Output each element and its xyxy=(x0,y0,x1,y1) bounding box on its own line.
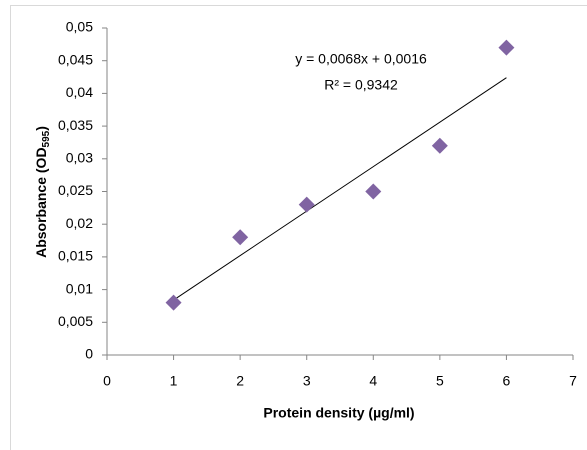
x-tick-label: 5 xyxy=(436,373,444,389)
y-label-subscript: 595 xyxy=(41,130,52,147)
data-point xyxy=(165,294,182,311)
y-tick-label: 0 xyxy=(85,346,93,362)
data-point xyxy=(298,196,315,213)
trendline xyxy=(173,77,507,301)
y-tick-label: 0,015 xyxy=(58,248,93,264)
equation: y = 0,0068x + 0,0016 xyxy=(295,51,427,67)
x-axis-label: Protein density (µg/ml) xyxy=(263,405,414,421)
x-tick-label: 3 xyxy=(303,373,311,389)
y-tick-label: 0,045 xyxy=(58,51,93,67)
y-tick-label: 0,035 xyxy=(58,117,93,133)
chart-border xyxy=(10,5,587,450)
x-tick-label: 4 xyxy=(369,373,377,389)
data-point xyxy=(431,137,448,154)
x-tick-label: 2 xyxy=(236,373,244,389)
y-label-text: Absorbance (OD xyxy=(33,147,49,257)
y-tick-label: 0,03 xyxy=(66,150,93,166)
y-tick-label: 0,005 xyxy=(58,313,93,329)
data-point xyxy=(365,183,382,200)
x-tick-label: 7 xyxy=(569,373,577,389)
data-point xyxy=(498,39,515,56)
x-tick-label: 1 xyxy=(170,373,178,389)
y-tick-label: 0,01 xyxy=(66,280,93,296)
x-tick-label: 6 xyxy=(503,373,511,389)
y-tick-label: 0,05 xyxy=(66,19,93,35)
x-tick-label: 0 xyxy=(103,373,111,389)
y-label-suffix: ) xyxy=(33,126,49,131)
y-tick-label: 0,04 xyxy=(66,84,93,100)
y-tick-label: 0,025 xyxy=(58,182,93,198)
y-tick-label: 0,02 xyxy=(66,215,93,231)
y-axis-label: Absorbance (OD595) xyxy=(33,126,52,258)
data-point xyxy=(232,229,249,246)
r-squared: R² = 0,9342 xyxy=(324,77,398,93)
